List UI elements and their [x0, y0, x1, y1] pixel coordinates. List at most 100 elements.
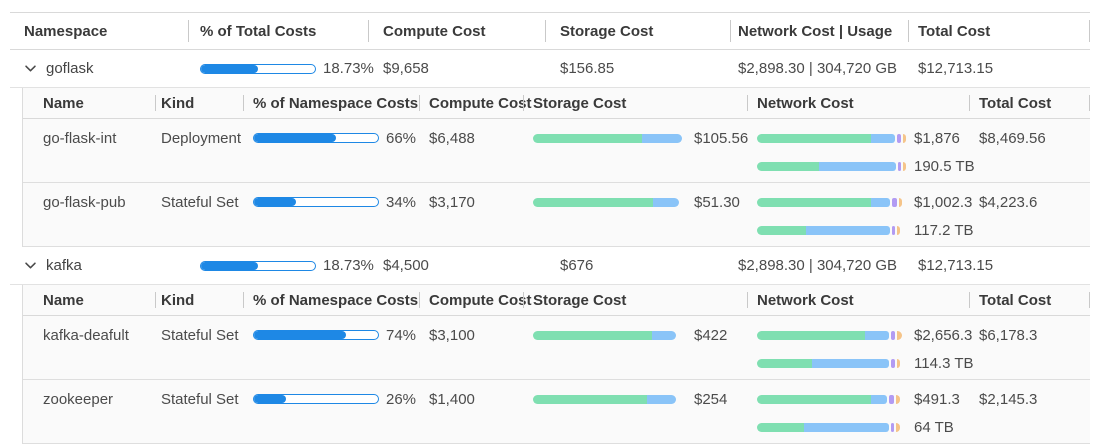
pct-total-bar: [200, 260, 316, 271]
pct-namespace-cell: 34%: [243, 192, 419, 212]
workload-compute-value: $1,400: [429, 390, 475, 408]
total-cost-cell: $12,713.15: [908, 247, 1090, 284]
pct-namespace-bar: [253, 330, 379, 340]
workload-subtable: Name Kind % of Namespace Costs Compute Cost…: [22, 285, 1090, 444]
bar-segment-green: [757, 330, 866, 340]
bar-segment-green: [757, 358, 812, 368]
pct-total-value: 18.73%: [323, 257, 374, 274]
bar-segment-blue: [870, 394, 888, 404]
cost-table: Namespace % of Total Costs Compute Cost …: [10, 12, 1090, 444]
bar-segment-green: [757, 422, 805, 432]
sub-column-header-label: Compute Cost: [429, 291, 532, 309]
pct-namespace-value: 74%: [386, 326, 417, 344]
pct-total-cell: 18.73%: [188, 50, 374, 87]
pct-total-bar: [200, 63, 316, 74]
sub-column-header-kind: Kind: [155, 88, 243, 118]
sub-column-header-label: Network Cost: [757, 94, 854, 112]
bar-segment-blue: [870, 133, 895, 143]
bar-segment-orange: [895, 394, 901, 404]
sub-column-header-label: Compute Cost: [429, 94, 532, 112]
sub-column-header-label: Kind: [161, 94, 195, 112]
namespace-cell: goflask: [10, 50, 188, 87]
workload-name-cell: zookeeper: [23, 389, 155, 409]
workload-kind: Stateful Set: [161, 193, 239, 211]
sub-column-header-pct-namespace-costs: % of Namespace Costs: [243, 88, 419, 118]
pct-namespace-cell: 26%: [243, 389, 419, 409]
workload-row: kafka-deafult Stateful Set 74% $3,100 $422 $2…: [23, 316, 1090, 380]
workload-network-cost-value: $1,002.3: [914, 193, 973, 211]
namespace-name: goflask: [46, 60, 94, 77]
network-usage-bar: [757, 422, 905, 432]
workload-network-cell: $2,656.3 114.3 TB: [747, 325, 974, 373]
pct-namespace-value: 26%: [386, 390, 417, 408]
sub-column-header-total-cost: Total Cost: [969, 285, 1090, 315]
bar-segment-green: [757, 197, 871, 207]
sub-column-header-label: Total Cost: [979, 94, 1052, 112]
chevron-down-icon[interactable]: [24, 259, 37, 272]
workload-kind: Stateful Set: [161, 390, 239, 408]
subtable-header-row: Name Kind % of Namespace Costs Compute Cost…: [23, 88, 1090, 119]
bar-segment-blue: [804, 422, 889, 432]
workload-storage-cell: $51.30: [523, 192, 747, 212]
chevron-down-icon[interactable]: [24, 62, 37, 75]
bar-segment-green: [757, 161, 820, 171]
workload-total-cell: $6,178.3: [969, 325, 1090, 345]
bar-segment-purple: [896, 133, 902, 143]
subtable-header-row: Name Kind % of Namespace Costs Compute Cost…: [23, 285, 1090, 316]
workload-storage-value: $51.30: [694, 193, 740, 211]
workload-storage-cell: $422: [523, 325, 747, 345]
workload-compute-cell: $3,100: [419, 325, 523, 345]
pct-namespace-bar: [253, 394, 379, 404]
workload-storage-cell: $105.56: [523, 128, 748, 148]
workload-compute-value: $6,488: [429, 129, 475, 147]
sub-column-header-storage-cost: Storage Cost: [523, 285, 747, 315]
namespace-row[interactable]: goflask 18.73% $9,658 $156.85 $2,898.30 | 30…: [10, 50, 1090, 88]
workload-name: go-flask-pub: [43, 193, 126, 211]
sub-column-header-label: Kind: [161, 291, 195, 309]
bar-segment-purple: [890, 358, 896, 368]
column-header-compute-cost: Compute Cost: [368, 13, 545, 49]
bar-segment-orange: [897, 330, 902, 340]
workload-kind-cell: Stateful Set: [155, 325, 243, 345]
bar-segment-green: [533, 330, 652, 340]
total-cost-value: $12,713.15: [918, 60, 994, 77]
compute-cost-cell: $9,658: [368, 50, 545, 87]
workload-name-cell: kafka-deafult: [23, 325, 155, 345]
workload-compute-cell: $1,400: [419, 389, 523, 409]
sub-column-header-pct-namespace-costs: % of Namespace Costs: [243, 285, 419, 315]
storage-cost-bar: [533, 330, 685, 340]
bar-segment-blue: [819, 161, 897, 171]
namespace-row[interactable]: kafka 18.73% $4,500 $676 $2,898.30 | 304,720…: [10, 247, 1090, 285]
workload-network-usage-value: 114.3 TB: [914, 354, 974, 372]
storage-cost-cell: $156.85: [545, 50, 730, 87]
network-usage-bar: [757, 225, 905, 235]
bar-segment-blue: [865, 330, 889, 340]
sub-column-header-label: % of Namespace Costs: [253, 291, 419, 309]
workload-kind-cell: Deployment: [155, 128, 243, 148]
bar-segment-blue: [805, 225, 891, 235]
column-header-pct-total-costs: % of Total Costs: [188, 13, 368, 49]
sub-column-header-label: Name: [43, 94, 84, 112]
network-cost-bar: [757, 394, 905, 404]
workload-subtable: Name Kind % of Namespace Costs Compute Cost…: [22, 88, 1090, 247]
bar-segment-green: [757, 133, 871, 143]
compute-cost-value: $4,500: [383, 257, 429, 274]
storage-cost-value: $156.85: [560, 60, 615, 77]
bar-segment-purple: [898, 161, 902, 171]
workload-compute-cell: $6,488: [419, 128, 523, 148]
workload-name: zookeeper: [43, 390, 114, 408]
sub-column-header-label: % of Namespace Costs: [253, 94, 419, 112]
bar-segment-orange: [903, 133, 907, 143]
workload-network-cell: $491.3 64 TB: [747, 389, 969, 437]
main-header-row: Namespace % of Total Costs Compute Cost …: [10, 12, 1090, 50]
workload-row: go-flask-int Deployment 66% $6,488 $105.56 $1…: [23, 119, 1090, 183]
network-usage-bar: [757, 358, 905, 368]
workload-network-cell: $1,002.3 117.2 TB: [747, 192, 974, 240]
sub-column-header-compute-cost: Compute Cost: [419, 285, 532, 315]
storage-cost-bar: [533, 197, 685, 207]
storage-cost-cell: $676: [545, 247, 730, 284]
sub-column-header-name: Name: [23, 88, 155, 118]
bar-segment-blue: [647, 394, 676, 404]
pct-namespace-value: 66%: [386, 129, 417, 147]
workload-compute-cell: $3,170: [419, 192, 523, 212]
